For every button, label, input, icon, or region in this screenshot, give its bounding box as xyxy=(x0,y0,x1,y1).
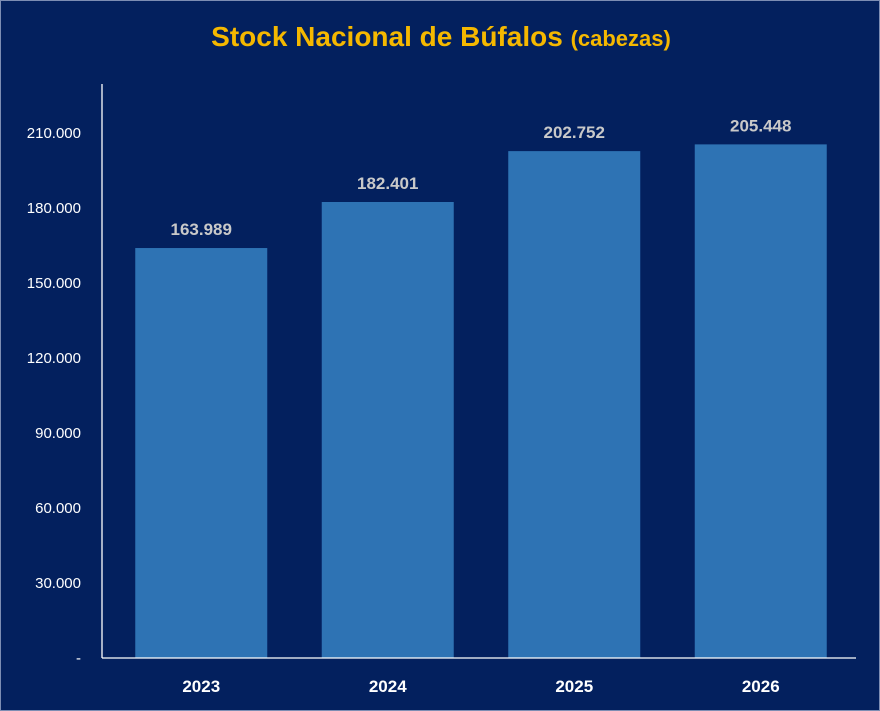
y-tick-label: 210.000 xyxy=(27,125,81,142)
bar-2026 xyxy=(694,144,827,658)
y-tick-label: 90.000 xyxy=(35,425,81,442)
bar-2023 xyxy=(135,248,268,658)
x-tick-2024: 2024 xyxy=(369,677,407,696)
chart-title-subtitle: (cabezas) xyxy=(570,26,671,51)
bar-2025 xyxy=(508,151,641,658)
chart-title-main: Stock Nacional de Búfalos xyxy=(211,21,563,52)
y-tick-label: 120.000 xyxy=(27,350,81,367)
y-tick-label: 60.000 xyxy=(35,500,81,517)
data-label-2025: 202.752 xyxy=(544,123,605,142)
bar-2024 xyxy=(321,201,454,658)
data-label-2026: 205.448 xyxy=(730,116,791,135)
y-tick-label: 180.000 xyxy=(27,200,81,217)
data-label-2023: 163.989 xyxy=(171,220,232,239)
y-tick-label: 30.000 xyxy=(35,575,81,592)
x-tick-2026: 2026 xyxy=(742,677,780,696)
x-tick-2023: 2023 xyxy=(182,677,220,696)
x-tick-2025: 2025 xyxy=(555,677,593,696)
data-label-2024: 182.401 xyxy=(357,174,418,193)
chart-title: Stock Nacional de Búfalos (cabezas) xyxy=(1,21,880,53)
y-tick-label: - xyxy=(76,650,81,667)
y-tick-label: 150.000 xyxy=(27,275,81,292)
